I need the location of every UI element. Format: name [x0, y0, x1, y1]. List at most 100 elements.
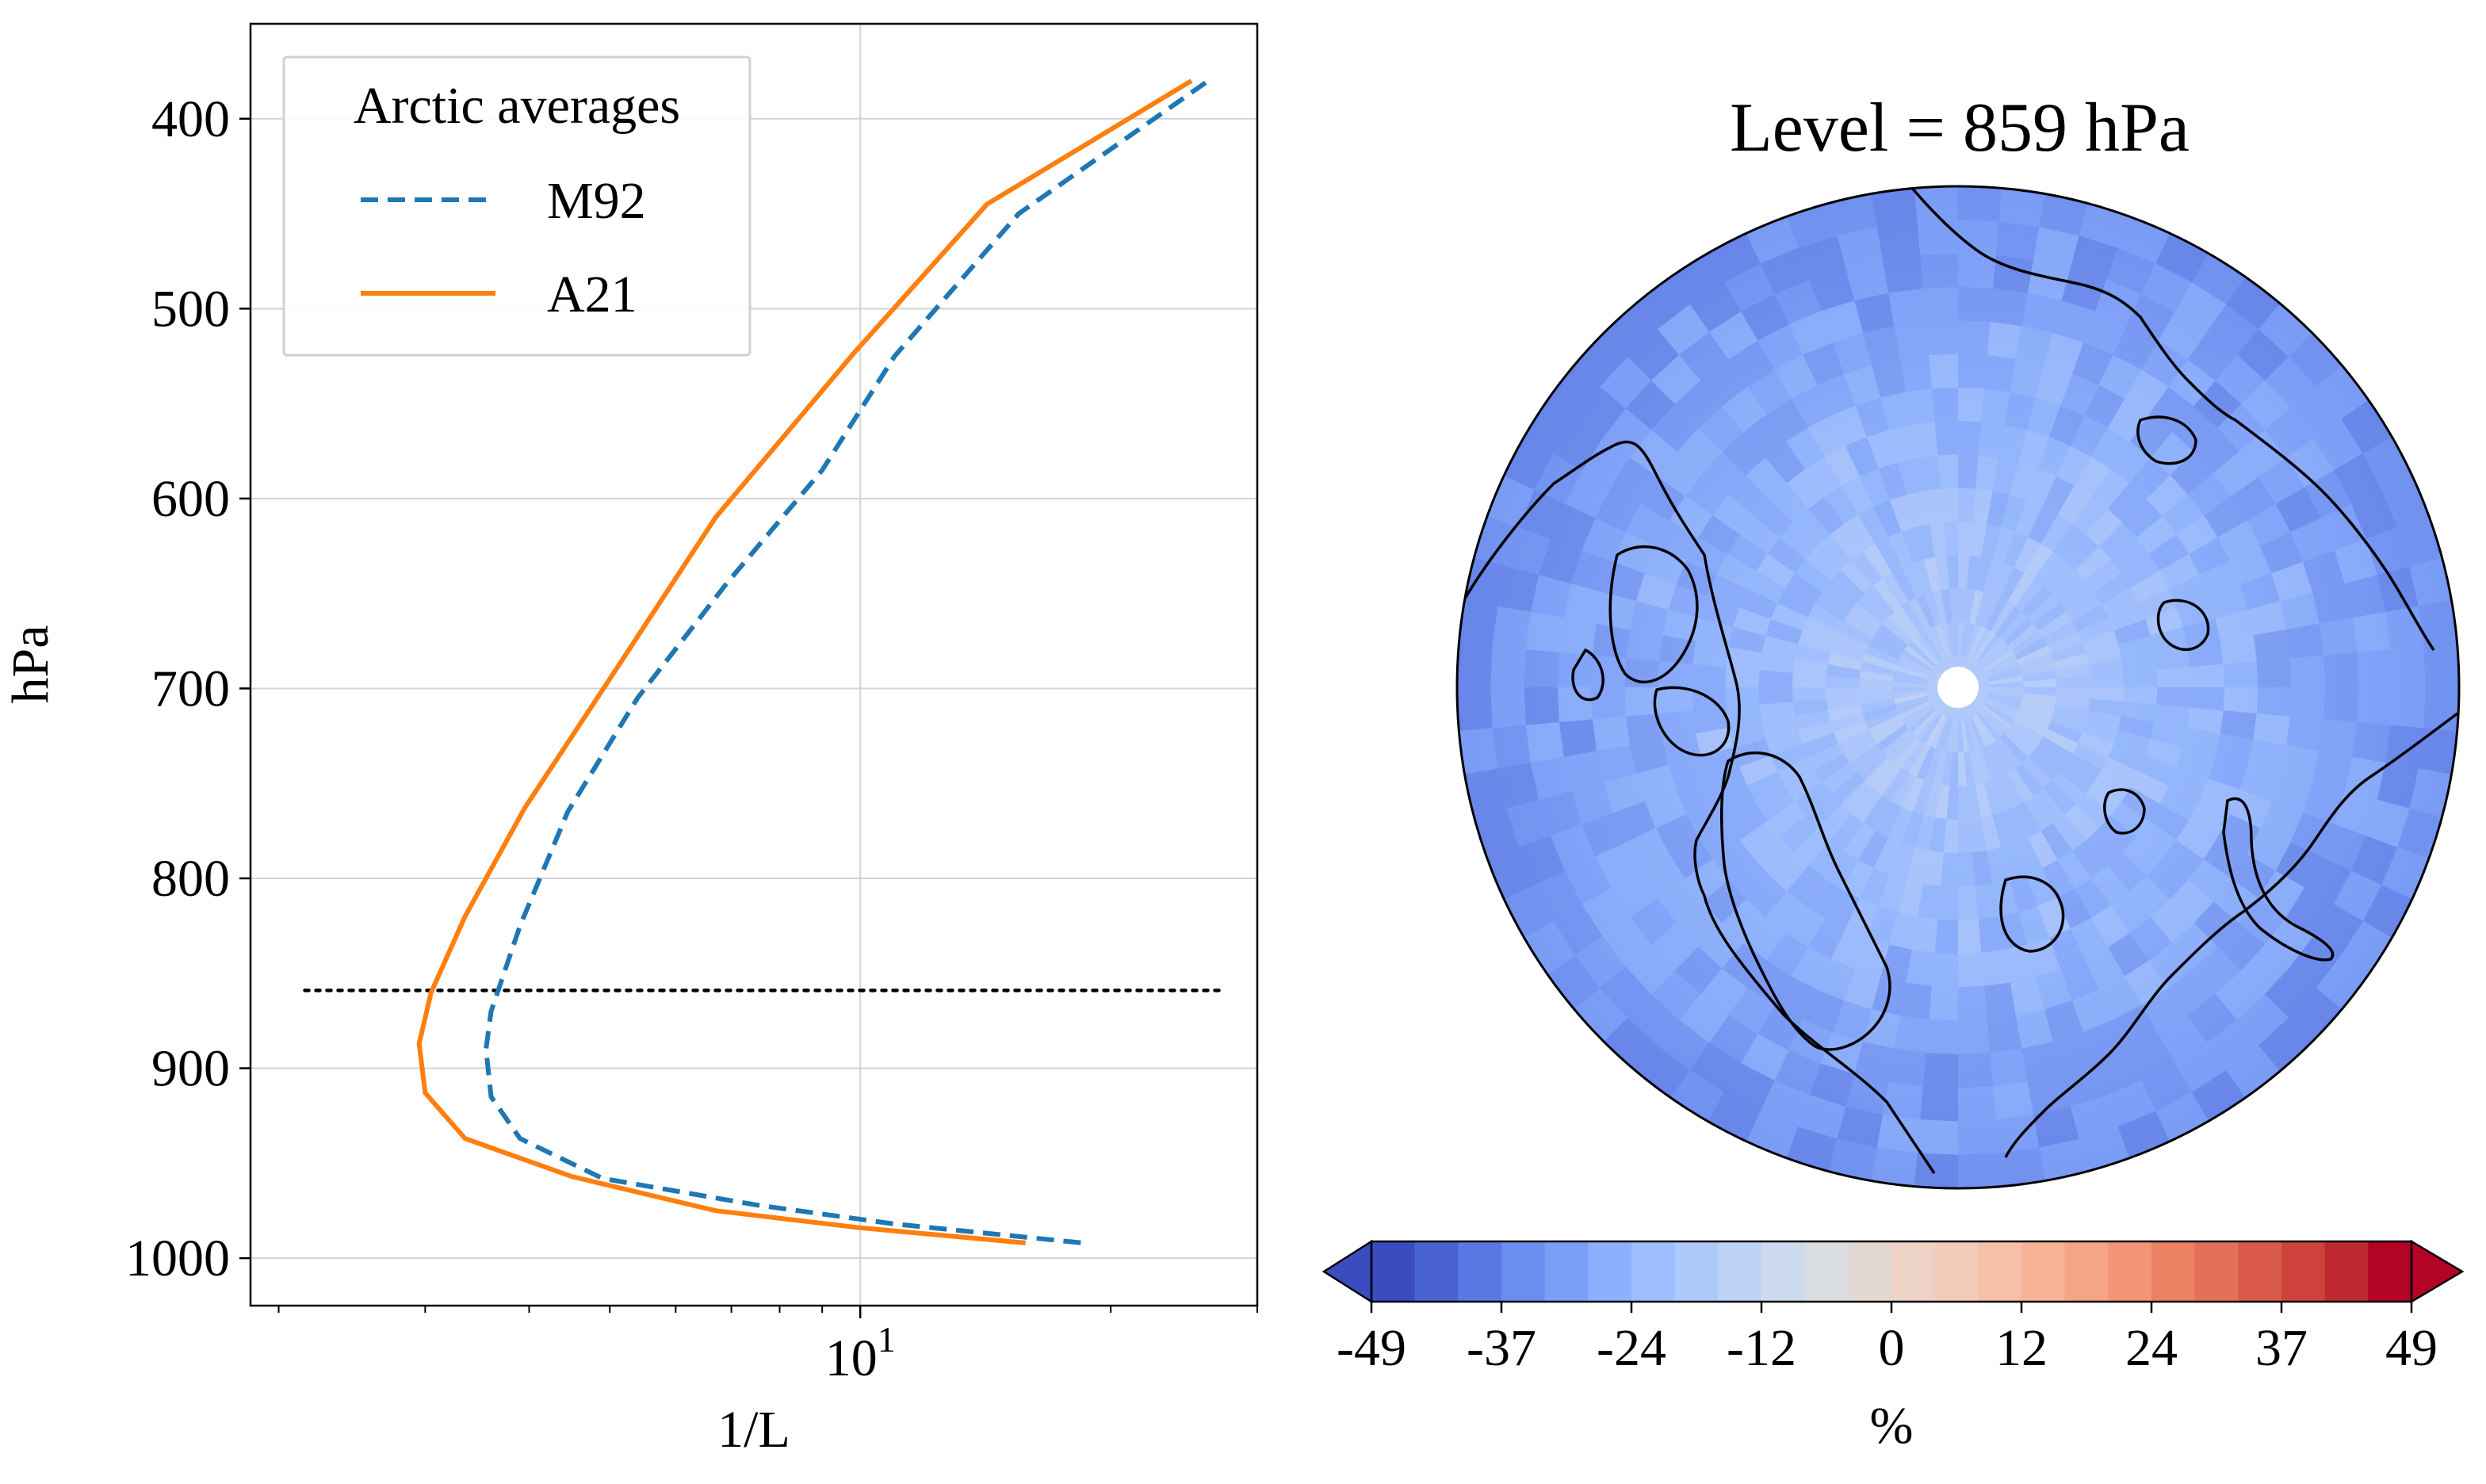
map-cell [2220, 635, 2257, 664]
map-cell [2154, 647, 2190, 671]
map-cell [1958, 454, 1979, 489]
map-cell [2265, 966, 2316, 1018]
map-cell [2007, 768, 2034, 802]
map-cell [1985, 744, 2008, 777]
y-tick-label: 600 [151, 470, 230, 528]
map-cell [1831, 405, 1868, 446]
map-cell [2072, 743, 2109, 771]
map-cell [1822, 763, 1857, 794]
map-cell [2247, 503, 2291, 547]
map-cell [1716, 786, 1757, 820]
map-cell [2082, 721, 2118, 744]
map-cell [2286, 623, 2324, 659]
map-cell [1497, 763, 1539, 809]
map-disk [1457, 186, 2459, 1188]
map-cell [1802, 617, 1838, 642]
map-cell [2208, 756, 2248, 790]
map-cell [2052, 300, 2095, 343]
map-cell [2043, 729, 2079, 754]
map-cell [1987, 1015, 2022, 1054]
map-cell [2148, 803, 2189, 840]
map-cell [1814, 753, 1850, 782]
map-cell [2086, 644, 2121, 664]
map-cell [1882, 254, 1923, 293]
map-cell [1958, 555, 1970, 589]
map-cell [1877, 725, 1908, 752]
map-cell [2397, 515, 2442, 567]
map-cell [1935, 555, 1950, 591]
map-cell [1658, 687, 1693, 713]
map-cell [2125, 369, 2169, 415]
map-cell [1629, 739, 1669, 774]
map-cell [2004, 392, 2036, 430]
map-cell [2033, 227, 2079, 269]
map-cell [2110, 442, 2151, 484]
map-cell [2150, 721, 2188, 748]
map-cell [1946, 622, 1956, 656]
map-cell [1785, 572, 1822, 605]
map-cell [1978, 422, 2005, 458]
map-cell [2074, 878, 2111, 918]
map-cell [2090, 672, 2125, 687]
map-cell [1630, 430, 1677, 477]
map-cell [1941, 752, 1952, 786]
map-cell [2075, 794, 2111, 828]
map-cell [1689, 282, 1742, 332]
plot-frame [249, 22, 1259, 1307]
map-cell [2086, 828, 2123, 866]
map-cell [2168, 968, 2216, 1015]
map-cell [2007, 572, 2034, 606]
map-cell [2091, 905, 2130, 947]
map-cell [1995, 221, 2040, 260]
map-cell [2174, 1042, 2227, 1092]
map-cell [2127, 1034, 2175, 1081]
map-cell [1525, 722, 1564, 763]
map-cell [2052, 570, 2086, 602]
map-cell [1795, 782, 1831, 816]
map-cell [2148, 534, 2189, 572]
map-cell [2094, 572, 2131, 605]
map-cell [1969, 590, 1984, 625]
map-cell [1754, 499, 1794, 538]
map-cell [1980, 746, 2000, 781]
map-cell [2377, 763, 2419, 809]
map-cell [1929, 817, 1947, 853]
map-cell [2423, 643, 2459, 687]
map-cell [1872, 720, 1905, 744]
map-cell [1923, 286, 1958, 322]
coastline-eurasia-top [1909, 186, 2435, 651]
map-cell [2159, 786, 2200, 820]
map-cell [2074, 457, 2111, 497]
map-cell [2385, 725, 2424, 769]
map-cell [1817, 534, 1852, 571]
map-cell [1892, 681, 1927, 687]
map-cell [1600, 966, 1651, 1018]
map-cell [2397, 808, 2442, 859]
colorbar-extend-low [1321, 1239, 1373, 1304]
map-cell [1539, 538, 1582, 584]
map-cell [1908, 744, 1931, 777]
map-cell [2316, 955, 2369, 1010]
map-cell [1932, 590, 1947, 625]
map-cell [1670, 253, 1725, 304]
map-cell [1774, 354, 1818, 399]
map-cell [1891, 772, 1917, 808]
map-cell [1991, 740, 2015, 773]
map-cell [1716, 554, 1757, 589]
map-cell [1668, 756, 1708, 790]
map-cell [1867, 430, 1898, 469]
map-boundary [1455, 185, 2461, 1190]
map-cell [2014, 637, 2048, 660]
map-cell [1659, 710, 1696, 740]
map-cell [1457, 687, 1493, 732]
map-cell [2102, 587, 2139, 618]
map-cell [2226, 1045, 2281, 1098]
map-cell [1888, 1048, 1926, 1087]
map-cell [1739, 588, 1778, 619]
map-cell [2072, 604, 2109, 632]
map-cell [1855, 937, 1889, 977]
map-cell [2121, 702, 2157, 722]
map-cell [1916, 711, 1941, 741]
map-cell [1474, 808, 1519, 859]
map-cell [2039, 193, 2088, 236]
